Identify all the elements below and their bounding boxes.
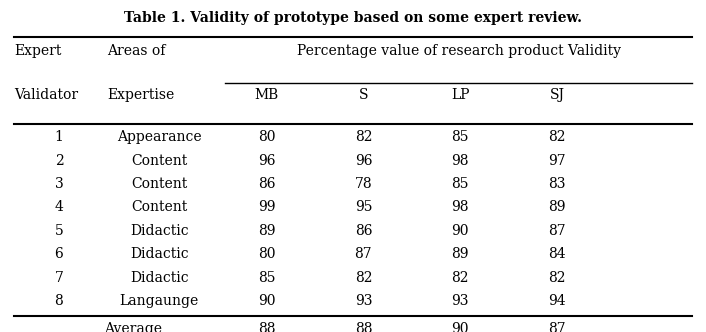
Text: 90: 90 (452, 321, 469, 332)
Text: 95: 95 (354, 201, 372, 214)
Text: Didactic: Didactic (130, 247, 189, 261)
Text: 8: 8 (54, 294, 64, 308)
Text: Didactic: Didactic (130, 224, 189, 238)
Text: Content: Content (131, 201, 187, 214)
Text: 3: 3 (54, 177, 64, 191)
Text: 93: 93 (354, 294, 372, 308)
Text: 84: 84 (549, 247, 566, 261)
Text: 6: 6 (54, 247, 64, 261)
Text: 5: 5 (54, 224, 64, 238)
Text: 2: 2 (54, 154, 64, 168)
Text: 85: 85 (258, 271, 275, 285)
Text: 98: 98 (452, 154, 469, 168)
Text: Validator: Validator (14, 88, 78, 102)
Text: 86: 86 (354, 224, 372, 238)
Text: 90: 90 (258, 294, 275, 308)
Text: 87: 87 (549, 321, 566, 332)
Text: 7: 7 (54, 271, 64, 285)
Text: Langaunge: Langaunge (119, 294, 199, 308)
Text: 99: 99 (258, 201, 275, 214)
Text: Expert: Expert (14, 44, 61, 58)
Text: 90: 90 (452, 224, 469, 238)
Text: 88: 88 (258, 321, 275, 332)
Text: Table 1. Validity of prototype based on some expert review.: Table 1. Validity of prototype based on … (124, 11, 582, 26)
Text: 87: 87 (354, 247, 372, 261)
Text: 82: 82 (354, 130, 372, 144)
Text: 82: 82 (452, 271, 469, 285)
Text: Appearance: Appearance (117, 130, 202, 144)
Text: Areas of: Areas of (107, 44, 166, 58)
Text: 88: 88 (354, 321, 372, 332)
Text: 94: 94 (549, 294, 566, 308)
Text: 98: 98 (452, 201, 469, 214)
Text: 96: 96 (258, 154, 275, 168)
Text: SJ: SJ (549, 88, 565, 102)
Text: S: S (359, 88, 368, 102)
Text: 80: 80 (258, 130, 275, 144)
Text: 82: 82 (549, 130, 566, 144)
Text: Expertise: Expertise (107, 88, 174, 102)
Text: 85: 85 (452, 177, 469, 191)
Text: Average: Average (104, 321, 162, 332)
Text: 1: 1 (54, 130, 64, 144)
Text: MB: MB (254, 88, 279, 102)
Text: 85: 85 (452, 130, 469, 144)
Text: 86: 86 (258, 177, 275, 191)
Text: 87: 87 (549, 224, 566, 238)
Text: 80: 80 (258, 247, 275, 261)
Text: 89: 89 (549, 201, 566, 214)
Text: Content: Content (131, 177, 187, 191)
Text: Percentage value of research product Validity: Percentage value of research product Val… (297, 44, 621, 58)
Text: 89: 89 (258, 224, 275, 238)
Text: 97: 97 (549, 154, 566, 168)
Text: 96: 96 (354, 154, 372, 168)
Text: 83: 83 (549, 177, 566, 191)
Text: Content: Content (131, 154, 187, 168)
Text: 82: 82 (354, 271, 372, 285)
Text: LP: LP (451, 88, 469, 102)
Text: 78: 78 (354, 177, 372, 191)
Text: 4: 4 (54, 201, 64, 214)
Text: 93: 93 (452, 294, 469, 308)
Text: Didactic: Didactic (130, 271, 189, 285)
Text: 89: 89 (452, 247, 469, 261)
Text: 82: 82 (549, 271, 566, 285)
